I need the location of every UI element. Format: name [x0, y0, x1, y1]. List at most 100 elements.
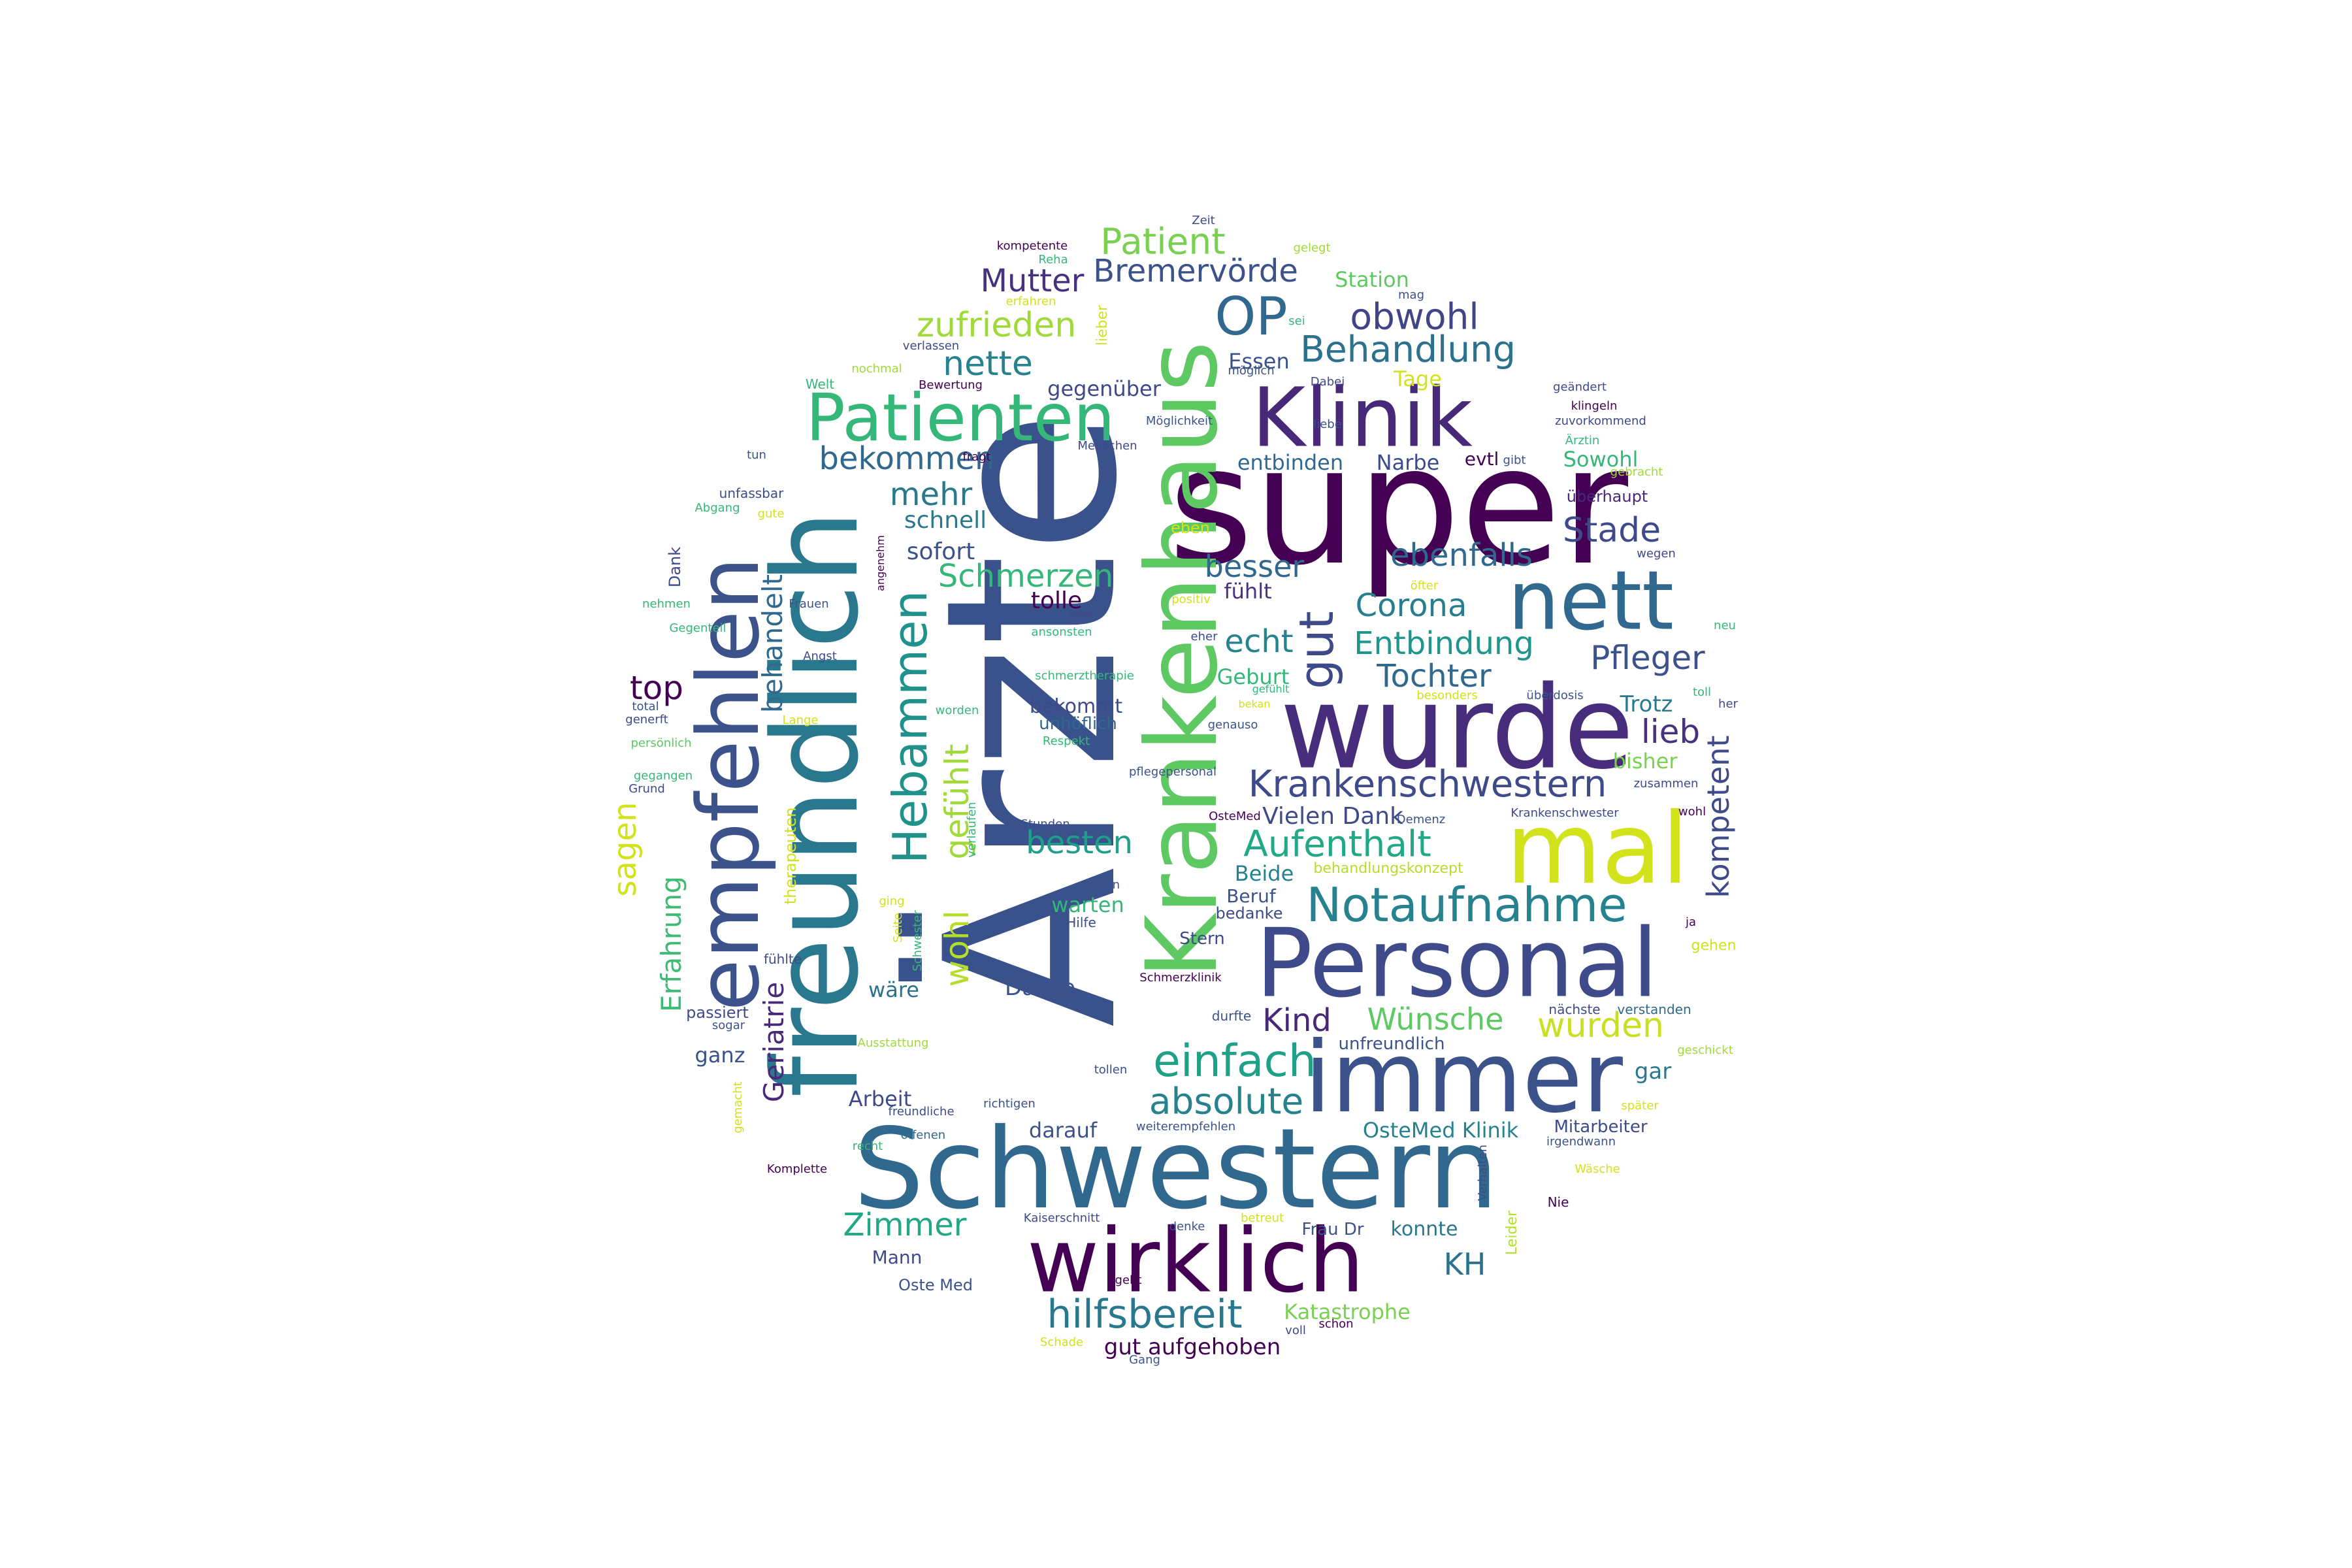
word-seite: Seite: [891, 913, 905, 943]
word-bewertung: Bewertung: [919, 378, 983, 392]
word-total: total: [632, 700, 659, 713]
word-krankenhaus: Krankenhaus: [1126, 340, 1239, 979]
word-ostemed-klinik: OsteMed Klinik: [1362, 1118, 1519, 1143]
word-kind: Kind: [1262, 1002, 1331, 1039]
word-recht: recht: [852, 1139, 883, 1153]
word-danke: Danke: [1005, 975, 1075, 1001]
word-ausstattung: Ausstattung: [857, 1036, 929, 1050]
word-oefter: öfter: [1410, 579, 1439, 593]
word-dabei: Dabei: [1310, 375, 1345, 389]
word-schwestern: Schwestern: [853, 1105, 1499, 1234]
word-aufenthalt: Aufenthalt: [1243, 823, 1431, 865]
word-her: her: [1718, 697, 1738, 711]
word-ueberdosis: überdosis: [1526, 689, 1584, 702]
word-sogar: sogar: [711, 1019, 745, 1032]
word-trotz: Trotz: [1620, 691, 1673, 717]
word-katastrophe: Katastrophe: [1284, 1299, 1411, 1324]
word-gut: gut: [1289, 611, 1344, 689]
word-persoenlich: persönlich: [630, 736, 692, 750]
word-unhoeflich: unhöflich: [1039, 714, 1117, 734]
word-toll: toll: [1692, 685, 1712, 699]
word-dank: Dank: [666, 546, 684, 588]
word-entbindung: Entbindung: [1354, 625, 1534, 662]
word-respekt: Respekt: [1042, 734, 1090, 748]
word-op: OP: [1215, 286, 1288, 347]
word-sofort: sofort: [906, 538, 975, 565]
word-stern: Stern: [1179, 929, 1225, 949]
word-frauen: Frauen: [789, 597, 829, 611]
word-absolute: absolute: [1149, 1080, 1304, 1122]
word-demenz: Demenz: [1396, 813, 1446, 826]
word-ebenfalls: ebenfalls: [1390, 537, 1533, 574]
word-unfreundlich: unfreundlich: [1338, 1034, 1445, 1054]
word-top: top: [630, 669, 683, 707]
word-darauf: darauf: [1028, 1118, 1098, 1143]
word-gut-aufgehoben: gut aufgehoben: [1103, 1334, 1281, 1360]
word-bekommt: bekommt: [1029, 695, 1123, 718]
word-station: Station: [1335, 267, 1409, 292]
word-schmerzklinik: Schmerzklinik: [1139, 971, 1222, 985]
word-moeglichkeit: Möglichkeit: [1145, 414, 1213, 428]
word-warten: warten: [1051, 892, 1124, 917]
word-behandlung: Behandlung: [1300, 328, 1516, 370]
word-tage: Tage: [1394, 367, 1442, 391]
word-gehen: gehen: [1691, 938, 1737, 954]
word-vielen-dank: Vielen Dank: [1262, 803, 1403, 830]
word-behandelt: behandelt: [757, 574, 789, 713]
word-geschickt: geschickt: [1677, 1043, 1733, 1057]
word-kaiserschnitt: Kaiserschnitt: [1023, 1211, 1100, 1225]
word-gegangen: gegangen: [633, 769, 693, 783]
word-bremervoerde: Bremervörde: [1093, 253, 1298, 289]
word-durfte: durfte: [1211, 1008, 1252, 1024]
word-eben: eben: [1171, 519, 1210, 537]
word-mann: Mann: [872, 1247, 923, 1268]
word-verstanden: verstanden: [1617, 1002, 1691, 1017]
word-sowohl: Sowohl: [1563, 447, 1639, 472]
word-mutter: Mutter: [980, 263, 1085, 299]
word-mehr: mehr: [889, 476, 973, 513]
word-irgendwann: irgendwann: [1546, 1135, 1616, 1149]
word-zeit: Zeit: [1192, 214, 1215, 227]
word-wohl: wohl: [938, 910, 976, 987]
word-denke: denke: [1169, 1220, 1205, 1233]
word-geriatrie: Geriatrie: [758, 981, 790, 1103]
word-fuehlt: fühlt: [1224, 579, 1272, 604]
word-bekan: bekan: [1238, 698, 1271, 710]
word-mal: mal: [1506, 792, 1689, 906]
word-narbe: Narbe: [1376, 450, 1440, 475]
word-bisher: bisher: [1612, 749, 1678, 774]
word-klingeln: klingeln: [1571, 399, 1618, 413]
word-oste-med: Oste Med: [898, 1276, 973, 1294]
word-stunden: Stunden: [1021, 817, 1070, 831]
word-positiv: positiv: [1171, 593, 1211, 606]
word-frau-dr: Frau Dr: [1301, 1220, 1364, 1239]
word-erfahren: erfahren: [1005, 295, 1056, 308]
word-tolle: tolle: [1030, 587, 1083, 614]
word-gegenteil: Gegenteil: [669, 621, 727, 635]
word-leider: Leider: [1504, 1210, 1520, 1256]
word-reha: Reha: [1038, 253, 1068, 267]
word-klinik: Klinik: [1252, 370, 1473, 466]
word-menschen: Menschen: [1077, 439, 1137, 453]
word-betreut: betreut: [1240, 1211, 1284, 1225]
word-wuensche: Wünsche: [1367, 1002, 1504, 1037]
word-corona: Corona: [1355, 587, 1467, 624]
word-freundliche: freundliche: [888, 1105, 955, 1119]
word-abgang: Abgang: [694, 501, 740, 515]
word-echt: echt: [1224, 623, 1294, 660]
word-nehmen: nehmen: [642, 597, 691, 611]
word-konnte: konnte: [1390, 1218, 1458, 1241]
word-neu: neu: [1714, 619, 1736, 632]
word-verlaufen: verlaufen: [965, 802, 979, 858]
word-notaufnahme: Notaufnahme: [1306, 877, 1627, 932]
word-fuehlte: fühlte: [763, 951, 802, 967]
word-schmerzen: Schmerzen: [938, 558, 1114, 595]
word-beruf: Beruf: [1226, 885, 1276, 907]
word-arbeit: Arbeit: [848, 1086, 912, 1111]
word-geht: geht: [1115, 1273, 1142, 1287]
word-schmerztherapie: schmerztherapie: [1035, 669, 1134, 683]
word-ja: ja: [1685, 915, 1697, 929]
word-bzw: bzw: [1068, 608, 1092, 622]
word-grund: Grund: [629, 782, 665, 796]
